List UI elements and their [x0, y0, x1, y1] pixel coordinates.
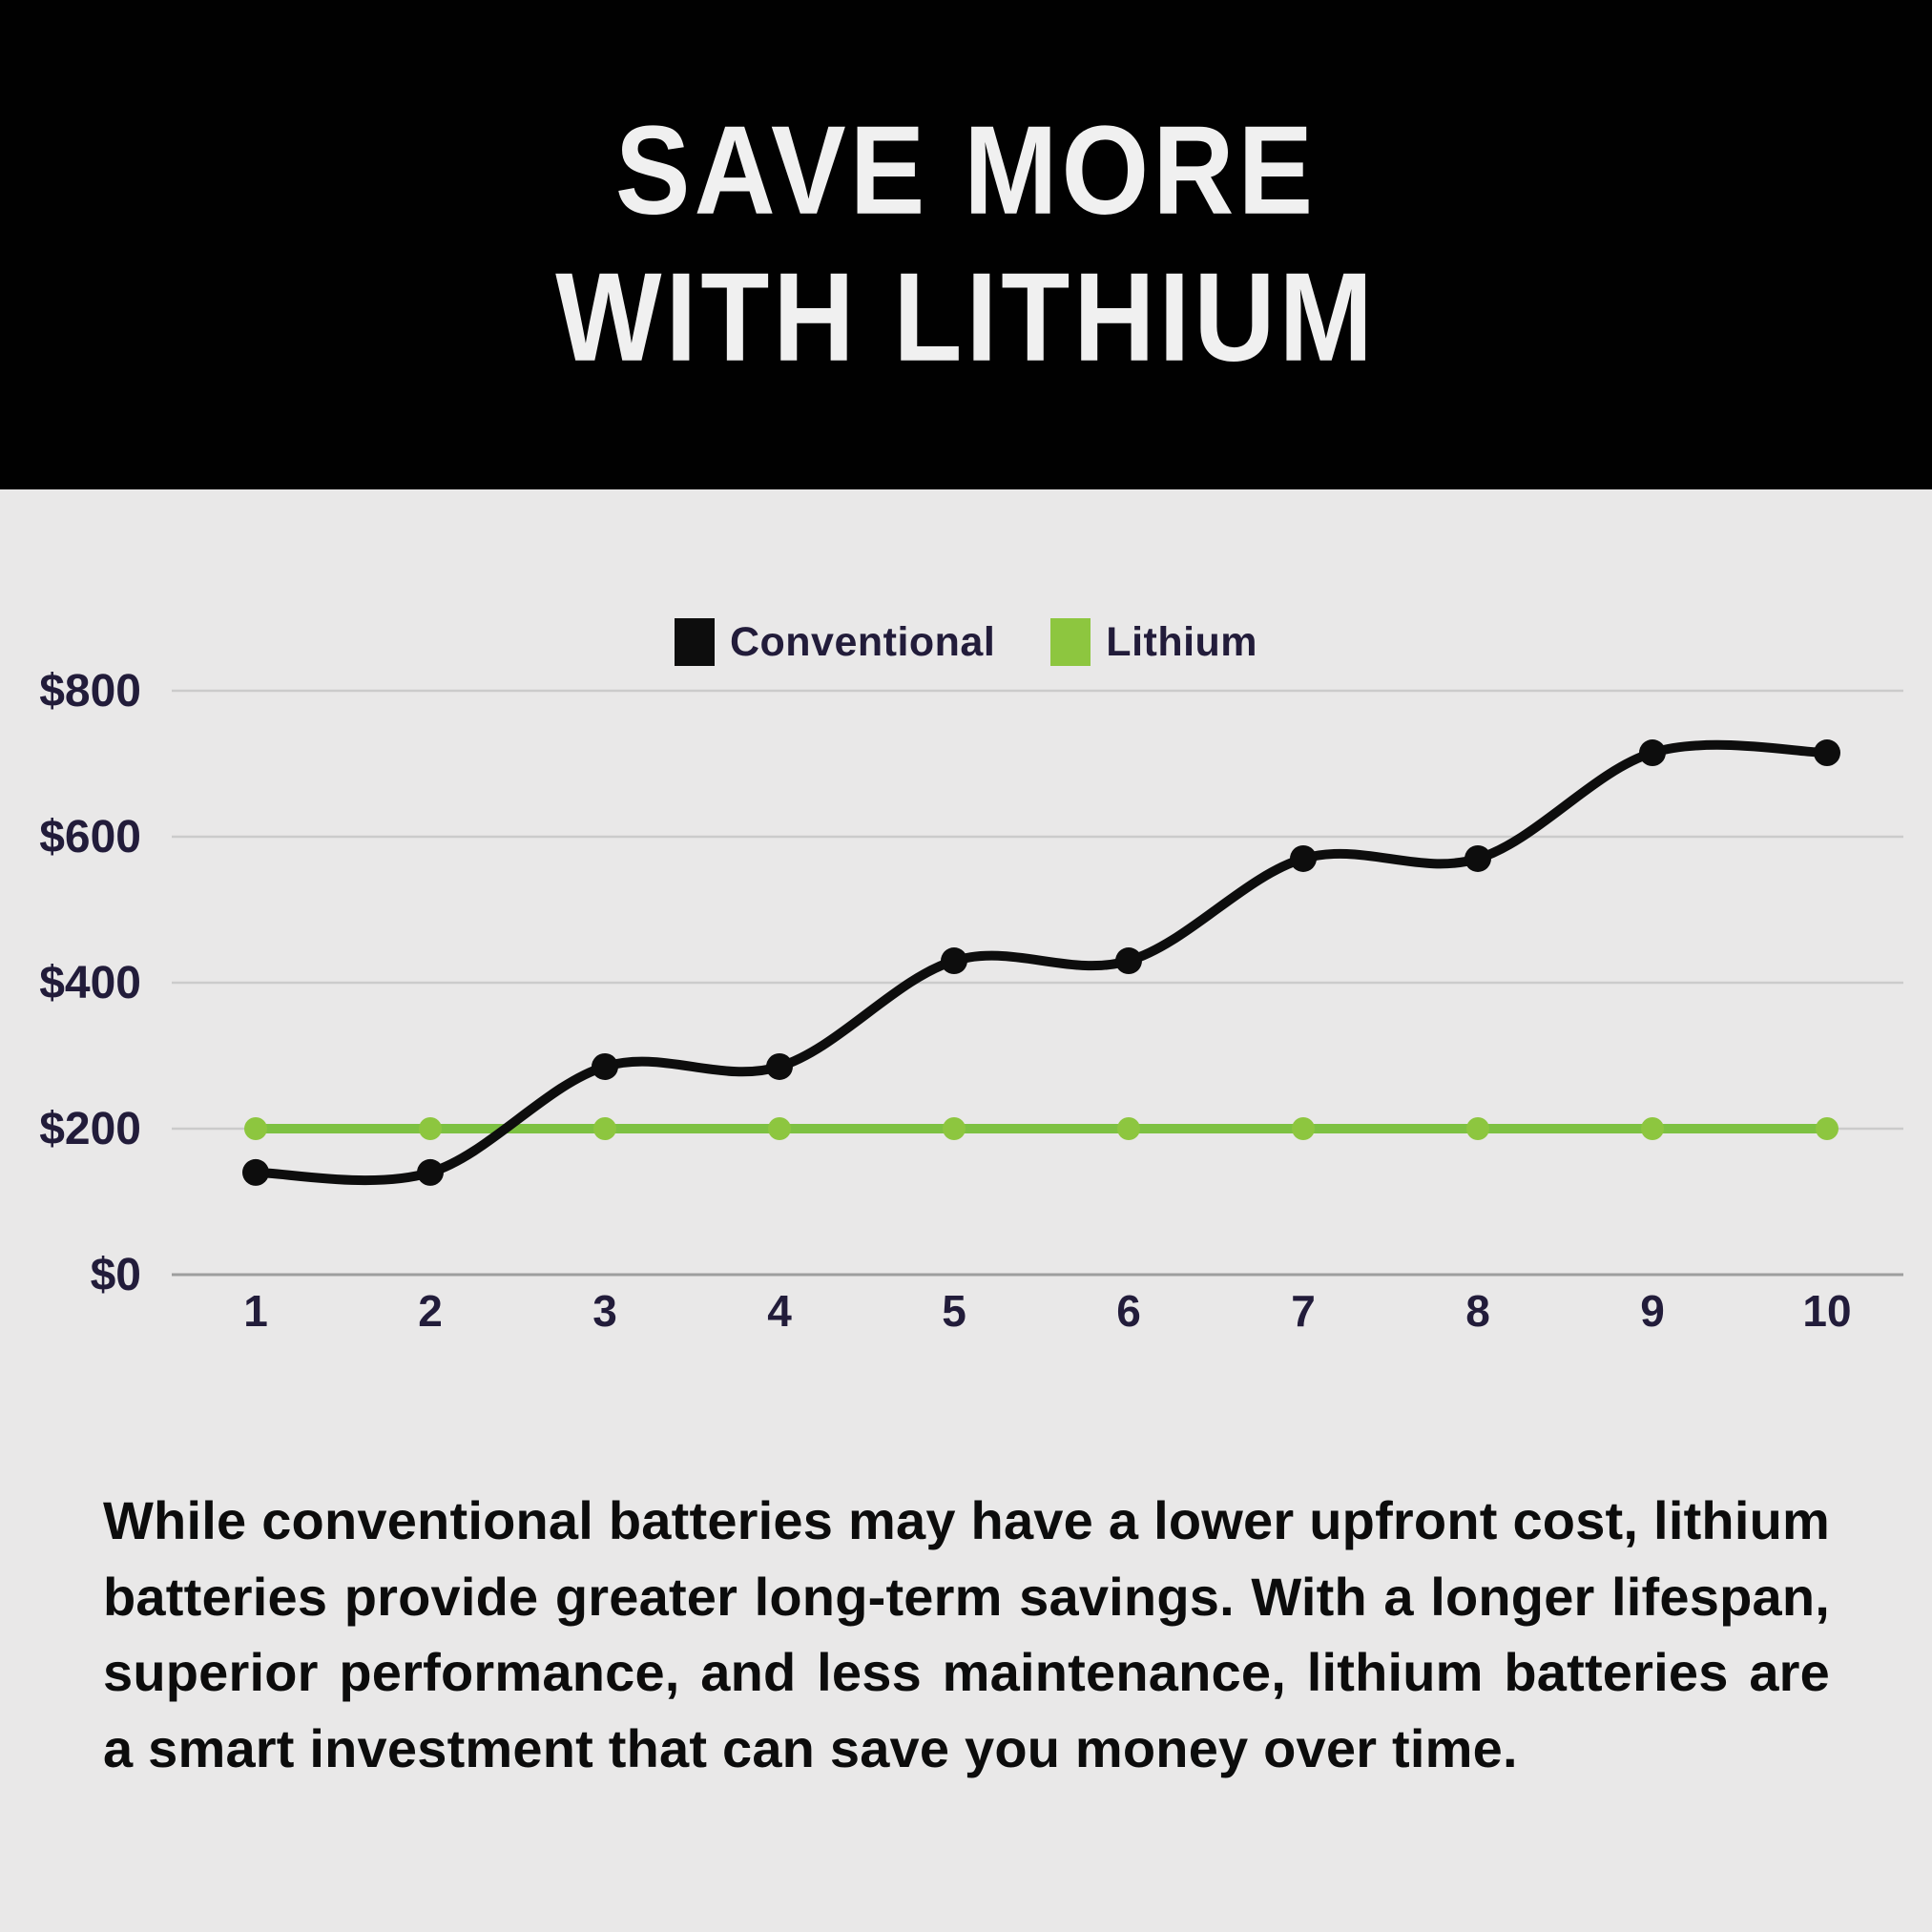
lithium-data-point [1466, 1117, 1489, 1140]
chart-legend: Conventional Lithium [0, 618, 1932, 666]
legend-item-lithium: Lithium [1050, 618, 1257, 666]
lithium-data-point [1117, 1117, 1140, 1140]
lithium-data-point [1641, 1117, 1664, 1140]
legend-item-conventional: Conventional [674, 618, 996, 666]
conventional-data-point [242, 1158, 269, 1186]
lithium-data-point [1816, 1117, 1839, 1140]
legend-label-conventional: Conventional [729, 618, 996, 665]
lithium-data-point [943, 1117, 966, 1140]
conventional-data-point [592, 1052, 618, 1080]
title-banner: SAVE MORE WITH LITHIUM [0, 0, 1932, 489]
lithium-data-point [244, 1117, 267, 1140]
conventional-data-point [1814, 739, 1840, 767]
x-tick-label: 6 [1116, 1286, 1141, 1336]
lithium-data-point [593, 1117, 616, 1140]
conventional-data-point [1465, 844, 1491, 872]
body-paragraph: While conventional batteries may have a … [103, 1490, 1830, 1778]
x-tick-label: 9 [1640, 1286, 1665, 1336]
conventional-data-point [941, 947, 967, 975]
conventional-swatch-icon [674, 618, 715, 666]
x-tick-label: 4 [767, 1286, 792, 1336]
x-tick-label: 7 [1291, 1286, 1316, 1336]
conventional-data-point [1290, 844, 1317, 872]
y-tick-label: $0 [91, 1250, 141, 1300]
conventional-data-point [1115, 947, 1142, 975]
conventional-data-point [417, 1158, 444, 1186]
x-tick-label: 2 [418, 1286, 443, 1336]
savings-line-chart: $0 $200 $400 $600 $800 1 2 3 4 5 6 7 8 9 10 [39, 666, 1903, 1336]
legend-label-lithium: Lithium [1106, 618, 1258, 665]
lithium-data-point [419, 1117, 442, 1140]
x-tick-label: 3 [592, 1286, 617, 1336]
y-tick-label: $200 [39, 1104, 141, 1154]
conventional-data-point [1639, 739, 1666, 767]
conventional-data-point [766, 1052, 793, 1080]
y-tick-label: $600 [39, 812, 141, 862]
x-tick-label: 10 [1802, 1286, 1851, 1336]
conventional-line [251, 739, 1832, 1186]
x-tick-label: 8 [1465, 1286, 1490, 1336]
x-tick-label: 1 [243, 1286, 268, 1336]
x-tick-label: 5 [942, 1286, 966, 1336]
lithium-swatch-icon [1050, 618, 1091, 666]
y-tick-label: $400 [39, 958, 141, 1008]
lithium-data-point [1292, 1117, 1315, 1140]
page-title-line-1: SAVE MORE [614, 100, 1318, 241]
lithium-data-point [768, 1117, 791, 1140]
page-title-line-2: WITH LITHIUM [555, 246, 1377, 388]
y-tick-label: $800 [39, 666, 141, 717]
